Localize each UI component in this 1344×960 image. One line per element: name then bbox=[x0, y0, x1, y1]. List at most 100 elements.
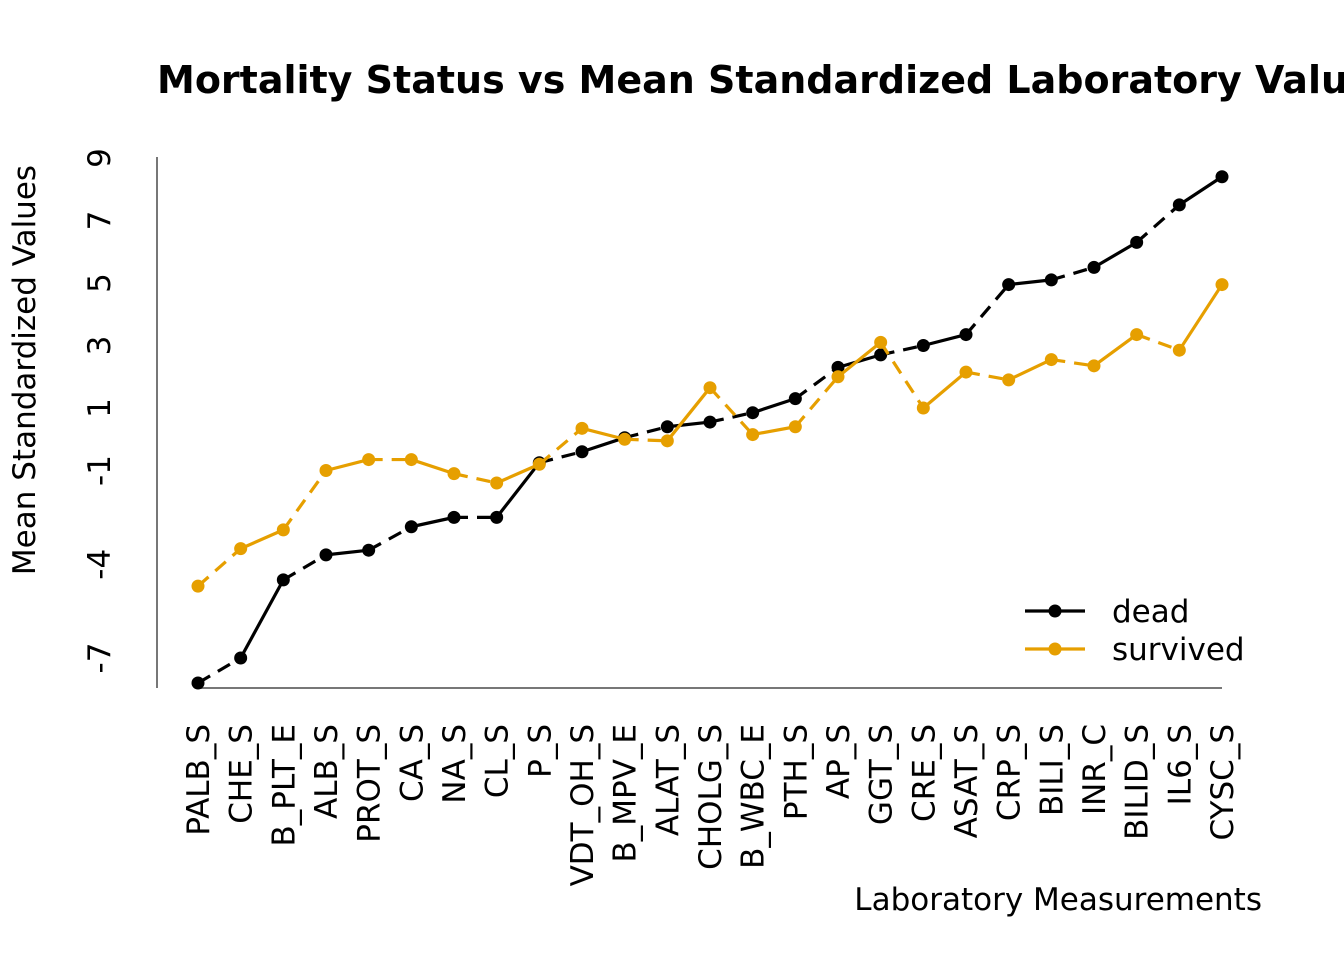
data-point-survived bbox=[404, 453, 418, 467]
data-point-dead bbox=[319, 548, 333, 562]
series-line-segment bbox=[196, 547, 242, 588]
series-line-segment bbox=[667, 420, 711, 429]
data-point-survived bbox=[1087, 359, 1101, 373]
x-tick-label: CRP_S bbox=[992, 724, 1028, 821]
data-point-survived bbox=[319, 464, 333, 477]
y-tick-label: 7 bbox=[82, 211, 118, 231]
data-point-survived bbox=[1044, 353, 1058, 367]
x-tick-label: PROT_S bbox=[352, 724, 388, 843]
series-line-segment bbox=[453, 472, 498, 485]
data-point-survived bbox=[234, 542, 248, 556]
data-point-dead bbox=[1130, 235, 1144, 249]
legend-label: survived bbox=[1112, 632, 1245, 668]
series-line-segment bbox=[410, 458, 455, 476]
series-line-segment bbox=[1135, 203, 1181, 244]
data-point-dead bbox=[788, 392, 802, 406]
legend-label: dead bbox=[1112, 594, 1189, 630]
legend-marker bbox=[1048, 604, 1062, 618]
data-point-dead bbox=[404, 520, 418, 534]
series-line-segment bbox=[1093, 333, 1138, 368]
series-line-segment bbox=[879, 341, 925, 409]
x-tick-label: ASAT_S bbox=[949, 724, 985, 838]
x-tick-label: GGT_S bbox=[864, 724, 900, 825]
x-tick-labels: PALB_S CHE_S B_PLT_E ALB_S PROT_S CA_S NA_S CL_… bbox=[181, 724, 1241, 886]
data-point-dead bbox=[874, 348, 888, 362]
x-tick-label: CRE_S bbox=[906, 724, 942, 822]
data-point-dead bbox=[959, 328, 973, 342]
data-point-survived bbox=[1215, 278, 1229, 292]
y-tick-label: -7 bbox=[82, 643, 118, 674]
series-line-segment bbox=[624, 437, 668, 443]
series-line-segment bbox=[496, 462, 540, 485]
data-point-dead bbox=[831, 360, 845, 374]
x-tick-label: ALAT_S bbox=[650, 724, 686, 836]
y-tick-label: -4 bbox=[82, 549, 118, 580]
series-line-segment bbox=[794, 366, 839, 400]
series-line-segment bbox=[1177, 283, 1224, 352]
x-tick-label: B_WBC_E bbox=[736, 724, 772, 869]
y-tick-label: 3 bbox=[82, 336, 118, 356]
series-line-segment bbox=[1051, 357, 1095, 368]
legend-item-dead: dead bbox=[1025, 594, 1189, 630]
x-tick-label: BILID_S bbox=[1120, 724, 1156, 840]
x-tick-label: BILI_S bbox=[1034, 724, 1070, 816]
data-point-dead bbox=[703, 415, 717, 429]
series-line-segment bbox=[581, 436, 626, 454]
data-point-dead bbox=[1215, 170, 1229, 184]
series-line-segment bbox=[367, 525, 413, 552]
data-point-dead bbox=[362, 543, 376, 557]
series-line-segment bbox=[836, 341, 882, 378]
series-line-segment bbox=[922, 370, 968, 410]
series-line-segment bbox=[965, 370, 1009, 382]
x-tick-label: AP_S bbox=[821, 724, 857, 799]
x-tick-label: CHE_S bbox=[224, 724, 260, 824]
data-point-survived bbox=[831, 370, 845, 384]
series-line-segment bbox=[624, 425, 668, 440]
x-tick-label: B_PLT_E bbox=[266, 724, 302, 847]
data-point-dead bbox=[1044, 273, 1058, 287]
x-tick-label: CYSC_S bbox=[1205, 724, 1241, 841]
data-point-dead bbox=[447, 510, 461, 524]
series-line-segment bbox=[538, 450, 583, 465]
data-point-survived bbox=[276, 523, 290, 537]
data-point-survived bbox=[362, 453, 376, 467]
series-line-segment bbox=[325, 548, 369, 557]
series-line-segment bbox=[495, 461, 541, 519]
series-line-segment bbox=[581, 426, 626, 441]
x-tick-label: ALB_S bbox=[309, 724, 345, 819]
series-line-segment bbox=[239, 579, 285, 659]
series-line-segment bbox=[282, 469, 328, 531]
data-point-survived bbox=[1130, 328, 1144, 342]
x-tick-label: PALB_S bbox=[181, 724, 217, 836]
data-point-survived bbox=[575, 421, 589, 435]
data-point-survived bbox=[1172, 343, 1186, 357]
y-tick-label: 5 bbox=[82, 273, 118, 293]
data-point-survived bbox=[532, 457, 546, 471]
data-point-dead bbox=[276, 573, 290, 587]
series-survived bbox=[191, 278, 1229, 593]
data-point-dead bbox=[660, 420, 674, 434]
data-point-survived bbox=[703, 381, 717, 395]
series-line-segment bbox=[1178, 175, 1223, 207]
data-point-dead bbox=[490, 510, 504, 524]
x-axis-label: Laboratory Measurements bbox=[854, 882, 1262, 918]
data-point-dead bbox=[1002, 278, 1016, 292]
series-line-segment bbox=[282, 553, 327, 582]
data-point-survived bbox=[191, 579, 205, 593]
series-dead bbox=[191, 170, 1229, 690]
data-point-dead bbox=[746, 406, 760, 420]
data-point-survived bbox=[916, 401, 930, 415]
data-point-survived bbox=[959, 365, 973, 379]
data-point-dead bbox=[1172, 198, 1186, 212]
data-point-dead bbox=[1087, 260, 1101, 274]
series-line-segment bbox=[964, 283, 1010, 336]
data-point-dead bbox=[234, 651, 248, 665]
y-axis-label: Mean Standardized Values bbox=[7, 165, 43, 575]
x-tick-label: INR_C bbox=[1077, 724, 1113, 815]
series-line-segment bbox=[538, 427, 584, 466]
series-line-segment bbox=[240, 528, 284, 551]
y-tick-labels: -7 -4 -1 1 3 5 7 9 bbox=[82, 148, 118, 673]
x-tick-label: CA_S bbox=[394, 724, 430, 802]
data-point-survived bbox=[490, 476, 504, 490]
